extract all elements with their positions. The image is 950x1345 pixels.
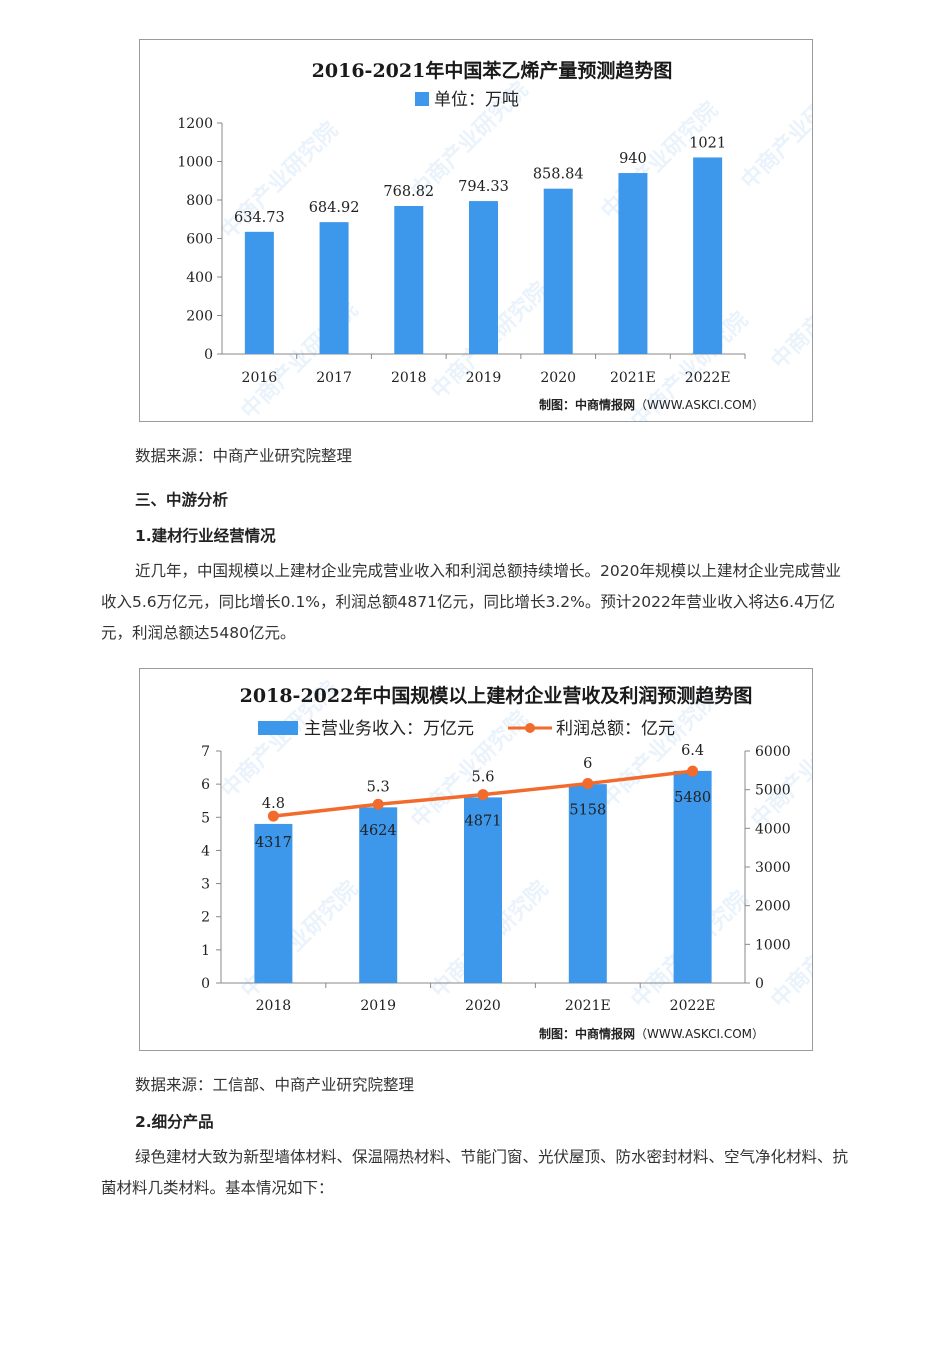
chart2-revenue-label: 4.8	[262, 796, 285, 812]
chart2-profit-point	[477, 789, 489, 801]
chart2-left-tick-label: 4	[201, 843, 210, 859]
chart2-right-tick-label: 6000	[755, 744, 791, 760]
chart1-x-tick-label: 2017	[316, 370, 352, 386]
chart1-bar	[319, 222, 349, 354]
chart2-right-tick-label: 1000	[755, 937, 791, 953]
watermark-text: 中商产业研究院	[736, 67, 812, 194]
chart2-revenue-bar	[568, 784, 607, 983]
chart1-data-label: 768.82	[383, 184, 434, 200]
chart2-profit-label: 4871	[465, 814, 502, 830]
chart1-credit-suffix: （WWW.ASKCI.COM）	[635, 398, 764, 412]
chart2-profit-point	[687, 765, 699, 777]
chart2-revenue-bar	[254, 823, 293, 983]
chart1-bar	[543, 188, 573, 354]
chart1-y-tick-label: 800	[186, 193, 213, 209]
chart1-data-label: 634.73	[234, 210, 285, 226]
chart1-title: 2016-2021年中国苯乙烯产量预测趋势图	[312, 59, 673, 82]
chart1-data-label: 684.92	[309, 200, 360, 216]
watermark-text: 中商产业研究院	[766, 247, 812, 374]
chart2-legend-bar-label: 主营业务收入：万亿元	[304, 719, 474, 739]
chart2-profit-label: 5480	[674, 790, 711, 806]
chart2-revenue-label: 6	[583, 756, 592, 772]
chart2-right-tick-label: 2000	[755, 899, 791, 915]
styrene-output-chart: 中商产业研究院 中商产业研究院 中商产业研究院 中商产业研究院 中商产业研究院 中商产业研…	[139, 39, 813, 422]
chart1-credit-prefix: 制图：中商情报网	[539, 397, 635, 412]
chart1-x-tick-label: 2019	[466, 370, 502, 386]
chart1-y-tick-label: 600	[186, 232, 213, 248]
chart2-legend-bar-swatch	[258, 721, 298, 735]
chart2-x-tick-label: 2021E	[565, 998, 611, 1014]
chart2-x-tick-label: 2018	[256, 998, 292, 1014]
building-materials-chart: 中商产业研究院 中商产业研究院 中商产业研究院 中商产业研究院 中商产业研究院 中商产业研…	[139, 668, 813, 1051]
chart1-data-label: 1021	[689, 135, 726, 151]
chart2-x-tick-label: 2022E	[670, 998, 716, 1014]
chart2-revenue-label: 5.3	[367, 779, 390, 795]
watermark-text: 中商产业研究院	[746, 706, 812, 833]
chart2-right-tick-label: 5000	[755, 783, 791, 799]
chart2-right-tick-label: 0	[755, 976, 764, 992]
chart2-revenue-label: 5.6	[471, 769, 494, 785]
source-note-2: 数据来源：工信部、中商产业研究院整理	[135, 1076, 415, 1094]
chart2-left-tick-label: 3	[201, 877, 210, 893]
subheading-segment-products: 2.细分产品	[135, 1113, 214, 1131]
chart2-credit-prefix: 制图：中商情报网	[539, 1026, 635, 1041]
chart2-left-tick-label: 5	[201, 810, 210, 826]
chart2-right-tick-label: 3000	[755, 860, 791, 876]
chart2-profit-point	[267, 810, 279, 822]
chart1-legend-swatch	[415, 92, 429, 106]
chart1-data-label: 794.33	[458, 179, 509, 195]
chart2-credit: 制图：中商情报网（WWW.ASKCI.COM）	[539, 1026, 764, 1041]
chart2-x-tick-label: 2019	[360, 998, 396, 1014]
chart1-data-label: 858.84	[533, 167, 584, 183]
chart1-x-tick-label: 2021E	[610, 370, 656, 386]
chart2-profit-label: 4624	[360, 823, 397, 839]
chart1-x-tick-label: 2022E	[685, 370, 731, 386]
chart2-profit-label: 4317	[255, 835, 292, 851]
chart2-x-tick-label: 2020	[465, 998, 501, 1014]
chart2-legend-line-marker	[525, 723, 535, 733]
chart1-y-tick-label: 400	[186, 270, 213, 286]
chart1-y-tick-label: 0	[204, 347, 213, 363]
chart1-bar	[469, 201, 498, 354]
chart2-revenue-bar	[673, 770, 712, 983]
chart1-x-tick-label: 2016	[242, 370, 278, 386]
chart1-y-tick-label: 1000	[177, 155, 213, 171]
chart1-x-tick-label: 2020	[540, 370, 576, 386]
chart2-left-tick-label: 0	[201, 976, 210, 992]
chart2-left-tick-label: 1	[201, 943, 210, 959]
chart1-legend-label: 单位：万吨	[434, 90, 519, 110]
chart2-revenue-bar	[464, 797, 502, 983]
chart2-revenue-bar	[359, 807, 398, 983]
chart2-right-tick-label: 4000	[755, 821, 791, 837]
paragraph-segment-products: 绿色建材大致为新型墙体材料、保温隔热材料、节能门窗、光伏屋顶、防水密封材料、空气…	[101, 1148, 849, 1197]
chart2-credit-suffix: （WWW.ASKCI.COM）	[635, 1027, 764, 1041]
chart2-profit-label: 5158	[569, 803, 606, 819]
chart2-left-tick-label: 7	[201, 744, 210, 760]
section-heading-midstream: 三、中游分析	[135, 491, 229, 509]
chart1-data-label: 940	[619, 151, 647, 167]
chart2-left-tick-label: 2	[201, 910, 210, 926]
chart2-title: 2018-2022年中国规模以上建材企业营收及利润预测趋势图	[240, 684, 753, 707]
subheading-building-materials: 1.建材行业经营情况	[135, 527, 276, 545]
chart2-profit-point	[582, 778, 594, 790]
chart2-profit-point	[372, 798, 384, 810]
chart2-legend-line-label: 利润总额：亿元	[556, 719, 675, 739]
chart2-revenue-label: 6.4	[681, 743, 704, 759]
chart1-credit: 制图：中商情报网（WWW.ASKCI.COM）	[539, 397, 764, 412]
chart1-bar	[244, 231, 274, 354]
chart1-bar	[394, 206, 424, 354]
chart1-x-tick-label: 2018	[391, 370, 427, 386]
source-note-1: 数据来源：中商产业研究院整理	[135, 447, 353, 465]
paragraph-building-materials: 近几年，中国规模以上建材企业完成营业收入和利润总额持续增长。2020年规模以上建…	[101, 562, 841, 642]
chart1-y-tick-label: 1200	[177, 116, 213, 132]
chart2-left-tick-label: 6	[201, 777, 210, 793]
chart1-bar	[693, 157, 723, 354]
chart1-bar	[618, 173, 648, 354]
chart1-y-tick-label: 200	[186, 309, 213, 325]
